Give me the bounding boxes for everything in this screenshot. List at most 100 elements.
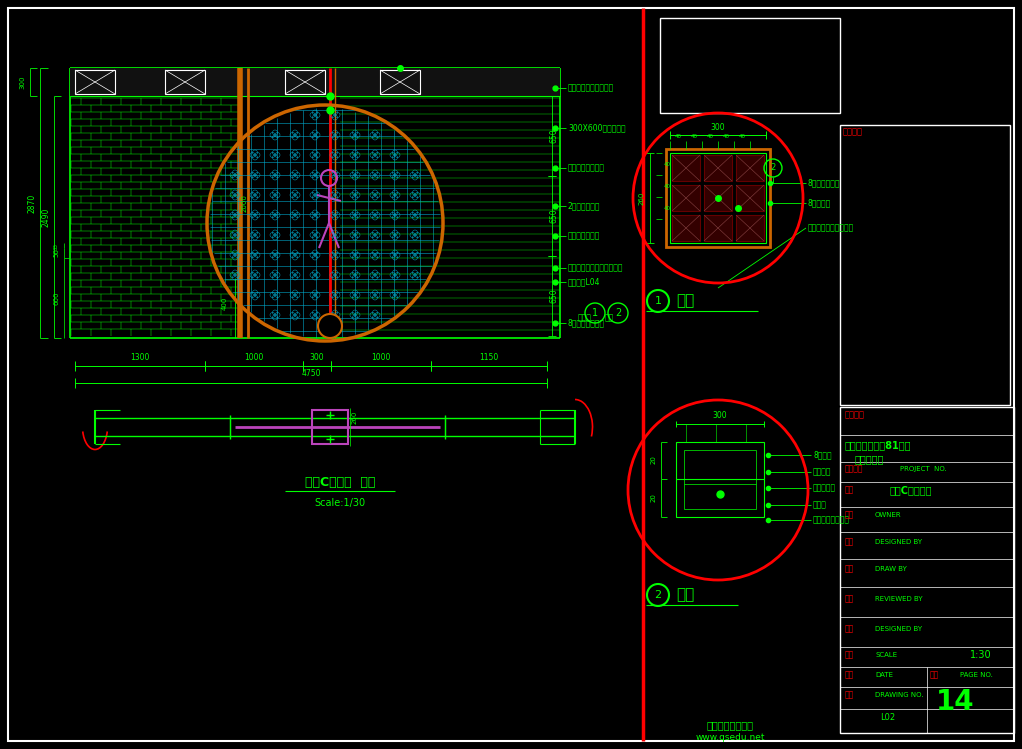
- Text: 餐厅C向立面图: 餐厅C向立面图: [890, 485, 932, 495]
- Text: 600: 600: [53, 291, 59, 305]
- Text: 300: 300: [310, 353, 324, 362]
- Text: 2: 2: [654, 590, 661, 600]
- Text: 8重玻璃: 8重玻璃: [812, 450, 832, 459]
- Text: 审定: 审定: [845, 625, 854, 634]
- Text: L02: L02: [880, 712, 895, 721]
- Text: 木芯夹板胶: 木芯夹板胶: [812, 484, 836, 493]
- Text: 2: 2: [771, 163, 776, 172]
- Text: 40: 40: [664, 162, 671, 166]
- Text: 定板花格（通透）（甲先）: 定板花格（通透）（甲先）: [568, 264, 623, 273]
- Bar: [736, 185, 764, 211]
- Text: 40: 40: [691, 133, 697, 139]
- Text: 校核: 校核: [845, 595, 854, 604]
- Text: 餐厅C向立面  平面: 餐厅C向立面 平面: [305, 476, 375, 490]
- Text: 300: 300: [710, 123, 726, 132]
- Bar: [75, 70, 115, 94]
- Bar: [736, 155, 764, 181]
- Text: 40: 40: [664, 184, 671, 189]
- Text: 图名: 图名: [845, 485, 854, 494]
- Text: 设计: 设计: [845, 538, 854, 547]
- Text: 1300: 1300: [131, 353, 149, 362]
- Text: 300X600软膜石库贴: 300X600软膜石库贴: [568, 124, 625, 133]
- Text: 8重漆玻璃壁纸: 8重漆玻璃壁纸: [808, 178, 840, 187]
- Text: 33: 33: [53, 243, 58, 249]
- Text: 300: 300: [712, 411, 728, 420]
- Text: 650: 650: [550, 288, 558, 303]
- Bar: [672, 185, 700, 211]
- Text: 板材行: 板材行: [812, 500, 827, 509]
- Text: 2870: 2870: [28, 193, 37, 213]
- Bar: [165, 70, 205, 94]
- Text: 工程编号: 工程编号: [845, 464, 864, 473]
- Text: 齐生设计职业学校: 齐生设计职业学校: [706, 720, 753, 730]
- Text: 页码: 页码: [930, 670, 939, 679]
- Text: 土耳其玫瑰大理石边框: 土耳其玫瑰大理石边框: [808, 223, 854, 232]
- Bar: [704, 155, 732, 181]
- Text: 剖面: 剖面: [605, 314, 614, 323]
- Text: 1:30: 1:30: [970, 650, 991, 660]
- Text: Scale:1/30: Scale:1/30: [315, 498, 366, 508]
- Text: 40: 40: [723, 133, 730, 139]
- Bar: [69, 68, 560, 96]
- Text: 图说说明: 图说说明: [843, 127, 863, 136]
- Text: 剖面: 剖面: [676, 587, 694, 602]
- Text: 40: 40: [706, 133, 713, 139]
- Text: 260: 260: [639, 191, 645, 204]
- Text: 650: 650: [550, 209, 558, 223]
- Bar: [666, 149, 770, 247]
- Text: 图号: 图号: [845, 691, 854, 700]
- Bar: [670, 153, 766, 243]
- Text: （温馨型）: （温馨型）: [855, 454, 884, 464]
- Bar: [840, 407, 1014, 733]
- Text: 绘图: 绘图: [845, 565, 854, 574]
- Text: 2000: 2000: [242, 194, 248, 212]
- Bar: [672, 215, 700, 241]
- Text: 收口详见L04: 收口详见L04: [568, 277, 601, 287]
- Text: 假梁造型（天花部分）: 假梁造型（天花部分）: [568, 83, 614, 92]
- Text: 650: 650: [550, 129, 558, 143]
- Text: DATE: DATE: [875, 672, 893, 678]
- Text: 比例: 比例: [845, 650, 854, 660]
- Text: 50: 50: [53, 249, 59, 258]
- Text: 墙面白色乳胶漆: 墙面白色乳胶漆: [568, 231, 600, 240]
- Text: 40: 40: [739, 133, 745, 139]
- Text: 14: 14: [936, 688, 974, 716]
- Text: DRAWING NO.: DRAWING NO.: [875, 692, 924, 698]
- Text: 4750: 4750: [301, 369, 321, 378]
- Text: 400: 400: [222, 297, 228, 309]
- Text: 土耳其玫瑰大理石: 土耳其玫瑰大理石: [812, 515, 850, 524]
- Bar: [840, 125, 1010, 405]
- Text: 20: 20: [651, 494, 657, 503]
- Circle shape: [318, 314, 342, 338]
- Text: 土耳其玫瑰大理石: 土耳其玫瑰大理石: [568, 163, 605, 172]
- Text: 2: 2: [615, 308, 621, 318]
- Bar: [380, 70, 420, 94]
- Bar: [676, 442, 764, 517]
- Text: 1: 1: [654, 296, 661, 306]
- Bar: [285, 70, 325, 94]
- Text: www.qsedu.net: www.qsedu.net: [695, 733, 764, 742]
- Text: 深圳散城样板房81户型: 深圳散城样板房81户型: [845, 440, 912, 450]
- Bar: [736, 215, 764, 241]
- Text: 大样: 大样: [676, 294, 694, 309]
- Text: 1000: 1000: [371, 353, 390, 362]
- Text: 20: 20: [651, 455, 657, 464]
- Bar: [684, 450, 756, 509]
- Text: 40: 40: [664, 205, 671, 210]
- Text: 业主: 业主: [845, 511, 854, 520]
- Text: 8重漆壁纸: 8重漆壁纸: [808, 198, 831, 207]
- Bar: [312, 410, 349, 444]
- Text: 1000: 1000: [244, 353, 264, 362]
- Text: REVIEWED BY: REVIEWED BY: [875, 596, 923, 602]
- Text: 2公分墙面粉墙: 2公分墙面粉墙: [568, 201, 601, 210]
- Text: 8公分瓷砖踢脚线: 8公分瓷砖踢脚线: [568, 318, 605, 327]
- Text: SCALE: SCALE: [875, 652, 897, 658]
- Bar: [672, 155, 700, 181]
- Text: 300: 300: [19, 75, 25, 88]
- Text: DESIGNED BY: DESIGNED BY: [875, 626, 922, 632]
- Text: 壁柱尺寸: 壁柱尺寸: [812, 467, 832, 476]
- Text: 2490: 2490: [42, 207, 50, 227]
- Text: 260: 260: [352, 410, 358, 424]
- Bar: [704, 215, 732, 241]
- Text: PROJECT  NO.: PROJECT NO.: [900, 466, 946, 472]
